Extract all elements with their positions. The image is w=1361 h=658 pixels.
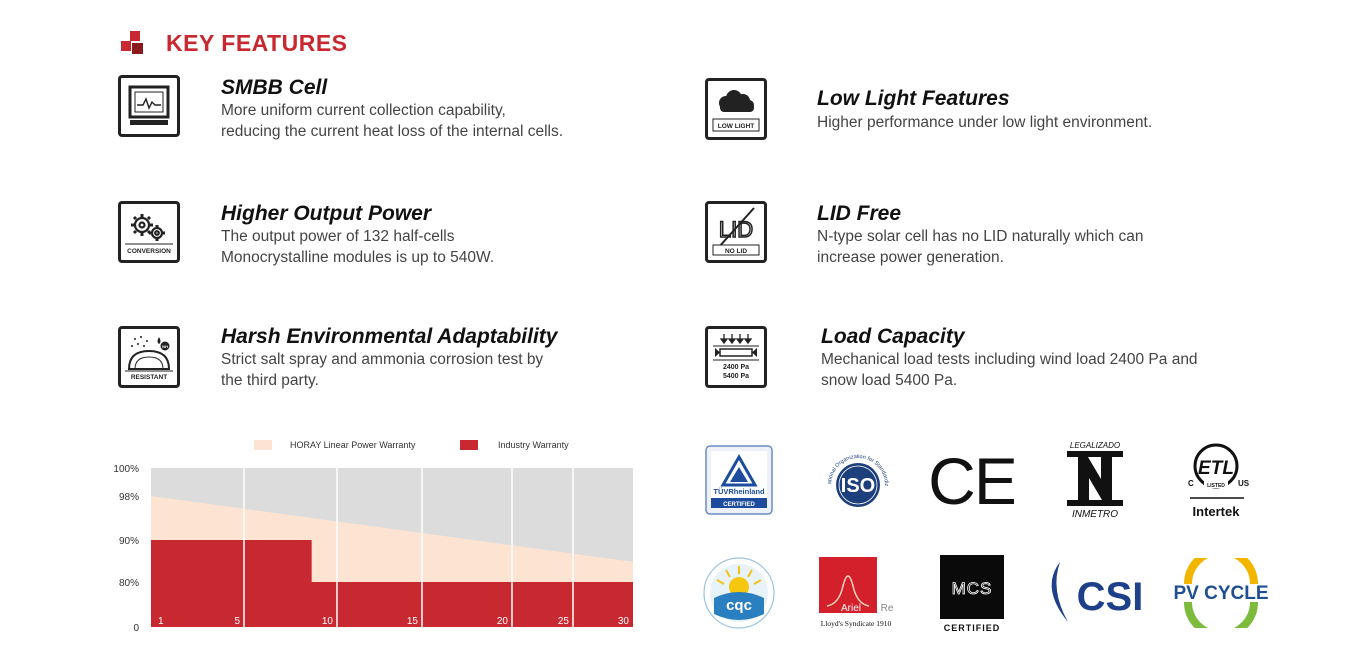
cert-text: ETL (1198, 458, 1234, 479)
cert-text: Intertek (1193, 504, 1241, 519)
legend-swatch (460, 440, 478, 450)
y-tick-label: 100% (113, 464, 139, 475)
feature-description: More uniform current collection capabili… (221, 100, 563, 142)
cert-text: INMETRO (1072, 509, 1118, 520)
feature-line: snow load 5400 Pa. (821, 372, 958, 389)
cert-text: CERTIFIED (723, 502, 755, 508)
icon-caption: RESISTANT (131, 374, 167, 381)
csi-logo: CSI (1040, 558, 1152, 628)
cert-text: CSI (1077, 575, 1144, 619)
icon-caption: 2400 Pa (723, 364, 749, 371)
y-tick-label: 98% (119, 492, 139, 503)
icon-text: LID (719, 217, 753, 242)
feature-title: SMBB Cell (221, 76, 328, 99)
cqc-logo: cqc (700, 556, 778, 630)
feature-line: the third party. (221, 372, 319, 389)
feature-description: N-type solar cell has no LID naturally w… (817, 226, 1144, 268)
feature-description: Higher performance under low light envir… (817, 112, 1152, 133)
legend-label: HORAY Linear Power Warranty (290, 440, 416, 450)
cert-text: PV CYCLE (1173, 583, 1268, 604)
legend-label: Industry Warranty (498, 440, 569, 450)
pv-cycle-logo: PV CYCLE (1164, 558, 1278, 628)
cert-text: Re (881, 603, 894, 614)
cert-text: TÜVRheinland (713, 487, 765, 496)
cert-text: ISO (841, 475, 875, 497)
cert-text: Lloyd's Syndicate 1910 (821, 619, 892, 628)
feature-line: N-type solar cell has no LID naturally w… (817, 228, 1144, 245)
feature-description: Strict salt spray and ammonia corrosion … (221, 349, 543, 391)
feature-line: The output power of 132 half-cells (221, 228, 455, 245)
no-lid-icon: LID NO LID (705, 201, 767, 263)
feature-title: Harsh Environmental Adaptability (221, 325, 558, 348)
cert-text: LISTED (1207, 483, 1225, 489)
feature-line: Strict salt spray and ammonia corrosion … (221, 351, 544, 368)
cert-text: CE (930, 448, 1014, 514)
cert-text: cqc (726, 597, 752, 614)
section-title: KEY FEATURES (166, 30, 348, 56)
feature-line: More uniform current collection capabili… (221, 102, 506, 119)
ce-mark-logo: CE (930, 448, 1014, 514)
cert-text: C (1188, 479, 1194, 488)
load-panel-icon: 2400 Pa 5400 Pa (705, 326, 767, 388)
feature-line: Higher performance under low light envir… (817, 114, 1153, 131)
x-tick-label: 30 (618, 616, 630, 627)
feature-title: LID Free (817, 202, 902, 225)
icon-caption: CONVERSION (127, 248, 171, 255)
section-logo-icon (121, 31, 145, 55)
dome-resistant-icon: NH RESISTANT (118, 326, 180, 388)
x-tick-label: 1 (158, 616, 164, 627)
gears-icon: CONVERSION (118, 201, 180, 263)
legend-swatch (254, 440, 272, 450)
feature-title: Higher Output Power (221, 202, 431, 225)
ariel-re-logo: Ariel Re Lloyd's Syndicate 1910 (815, 556, 897, 630)
clouds-icon: LOW LIGHT (705, 78, 767, 140)
x-tick-label: 15 (407, 616, 419, 627)
feature-line: Mechanical load tests including wind loa… (821, 351, 1198, 368)
cert-text: MCS (952, 579, 993, 598)
feature-line: increase power generation. (817, 249, 1004, 266)
x-tick-label: 5 (234, 616, 240, 627)
inmetro-logo: LEGALIZADO INMETRO (1062, 438, 1128, 522)
feature-line: Monocrystalline modules is up to 540W. (221, 249, 495, 266)
x-tick-label: 10 (322, 616, 334, 627)
feature-line: reducing the current heat loss of the in… (221, 123, 564, 140)
x-tick-label: 25 (558, 616, 570, 627)
cert-text: CERTIFIED (944, 623, 1001, 633)
icon-caption: 5400 Pa (723, 373, 749, 380)
icon-caption: LOW LIGHT (718, 123, 754, 130)
y-tick-label: 80% (119, 578, 139, 589)
intertek-etl-logo: ETL LISTED C US Intertek (1180, 440, 1260, 522)
icon-badge: NH (162, 344, 168, 349)
feature-description: The output power of 132 half-cells Monoc… (221, 226, 494, 268)
cert-text: LEGALIZADO (1070, 441, 1120, 450)
mcs-logo: MCS CERTIFIED (937, 554, 1007, 634)
icon-caption: NO LID (725, 248, 747, 255)
x-tick-label: 20 (497, 616, 509, 627)
y-tick-label: 0 (133, 623, 139, 634)
cert-text: Ariel (841, 603, 861, 614)
iso-logo: ISO International Organization for Stand… (821, 448, 895, 522)
cert-text: US (1238, 479, 1250, 488)
monitor-chart-icon (118, 75, 180, 137)
feature-title: Load Capacity (821, 325, 965, 348)
y-tick-label: 90% (119, 536, 139, 547)
feature-title: Low Light Features (817, 87, 1010, 110)
tuv-rheinland-logo: TÜVRheinland CERTIFIED (705, 445, 773, 515)
feature-description: Mechanical load tests including wind loa… (821, 349, 1198, 391)
